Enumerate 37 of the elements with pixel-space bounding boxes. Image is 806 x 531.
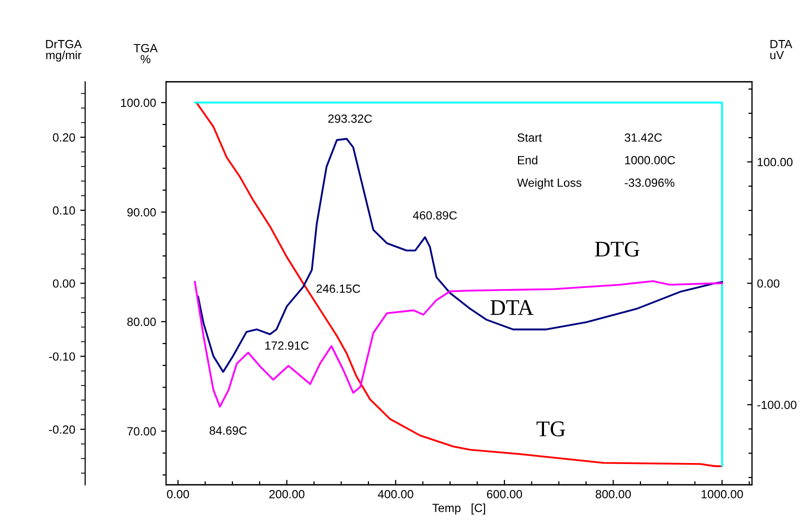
y-tick-label: 90.00 [127,208,156,216]
annotation: 31.42C [624,133,662,142]
series-label: DTA [490,300,534,315]
annotation: End [518,156,538,164]
y-tick-label: 70.00 [127,427,156,436]
y3-axis-title: DrTGA mg/mir [46,40,82,62]
annotation: 1000.00C [625,156,676,164]
annotation: Start [518,133,542,142]
y2-tick-label: 100.00 [758,158,793,166]
x-tick-label: 400.00 [378,490,414,498]
y-axis-title: TGA % [134,44,158,64]
y3-tick-label: 0.00 [52,279,75,288]
x-tick-label: 1000.00 [702,490,743,498]
y3-tick-label: 0.10 [52,206,75,215]
y3-tick-label: -0.20 [49,425,75,434]
annotation: 84.69C [210,426,247,435]
y2-tick-label: -100.00 [757,400,796,410]
y-tick-label: 80.00 [127,318,156,326]
x-axis-title: Temp [C] [432,503,486,514]
x-tick-label: 0.00 [166,490,190,498]
y-tick-label: 100.00 [121,98,156,107]
line-series [194,280,723,408]
x-tick-label: 800.00 [596,490,631,498]
annotation: 246.15C [316,284,360,293]
annotation: -33.096% [624,178,674,187]
x-tick-label: 600.00 [486,490,522,498]
annotation: 172.91C [265,341,309,350]
y3-tick-label: 0.20 [52,133,75,142]
annotation: 293.32C [328,114,372,123]
x-tick-label: 200.00 [269,490,304,498]
series-label: TG [536,421,566,436]
y2-axis-title: DTA uV [770,40,792,60]
y3-tick-label: -0.10 [49,352,75,361]
annotation: 460.89C [412,211,457,220]
annotation: Weight Loss [517,178,582,190]
y2-tick-label: 0.00 [757,279,780,288]
series-label: DTG [595,242,640,257]
